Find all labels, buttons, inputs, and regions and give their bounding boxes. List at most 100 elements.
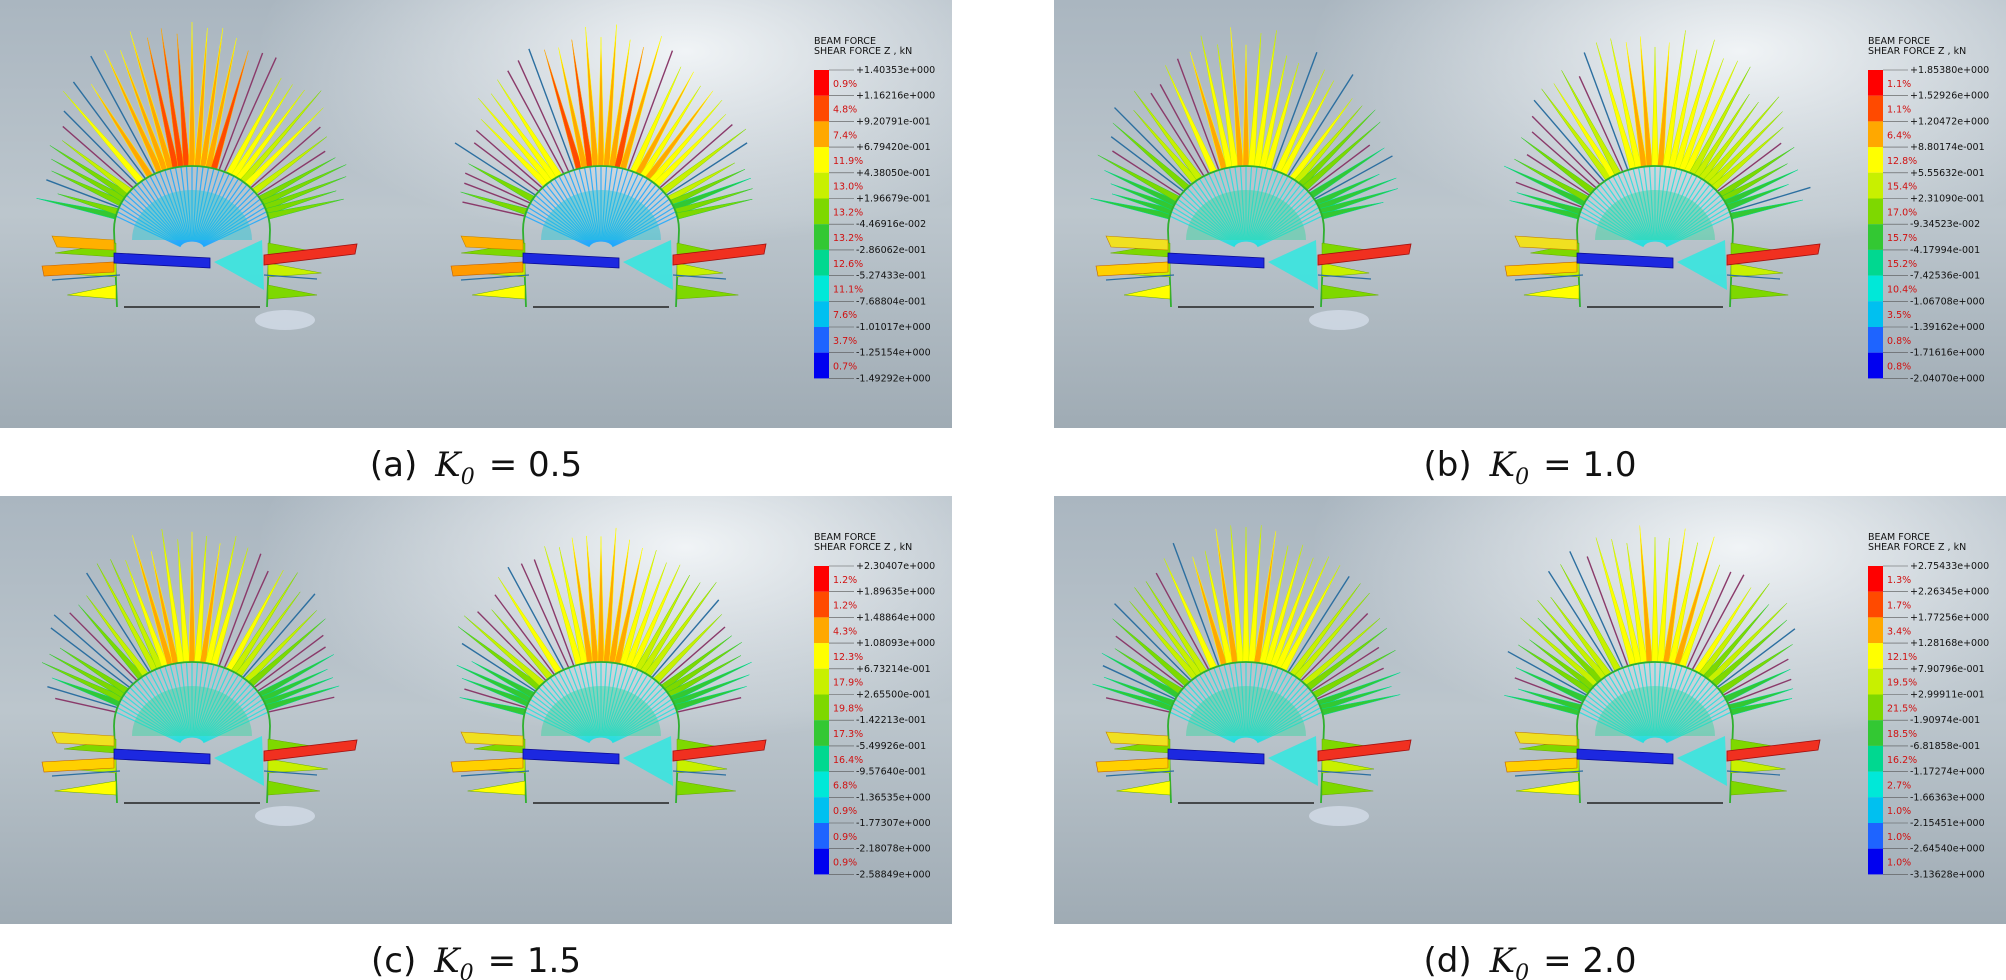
legend-band (814, 617, 829, 644)
inner-ray (529, 202, 591, 246)
inner-ray (594, 662, 601, 738)
force-ray (1159, 84, 1210, 175)
force-ray (223, 570, 269, 669)
force-ray (462, 201, 526, 217)
inner-ray (1612, 175, 1650, 243)
viewport-glow (1054, 496, 2006, 924)
inner-ray (525, 211, 591, 247)
inner-ray (1198, 674, 1240, 740)
force-ray (1112, 150, 1181, 196)
inner-ray (1579, 707, 1645, 743)
beam-red (1317, 739, 1412, 762)
force-ray (1547, 570, 1614, 673)
force-ray (477, 611, 547, 682)
force-ray (1287, 576, 1350, 673)
force-ray (1110, 136, 1185, 193)
tie-line (263, 770, 318, 776)
legend-band (1868, 848, 1883, 875)
inner-ray (123, 198, 183, 246)
inner-ray (607, 674, 649, 740)
inner-ray (195, 169, 220, 243)
inner-ray (538, 191, 593, 245)
legend-value: -1.25154e+000 (856, 348, 931, 359)
legend-band (1868, 668, 1883, 695)
inner-ray (563, 173, 596, 243)
inner-ray (1239, 166, 1246, 242)
beam-red (1317, 243, 1412, 266)
side-wedge (1321, 284, 1379, 300)
inner-ray (609, 687, 664, 741)
legend-band (1868, 95, 1883, 122)
legend-value: +6.73214e-001 (856, 664, 931, 675)
inner-ray (1248, 168, 1269, 243)
inner-ray (611, 707, 677, 743)
beam-red (672, 243, 767, 266)
force-ray (475, 129, 543, 189)
force-ray (533, 559, 575, 667)
inner-ray (1251, 175, 1289, 243)
force-ray (55, 697, 117, 713)
inner-ray (1174, 698, 1236, 742)
legend-value: +4.38050e-001 (856, 168, 931, 179)
force-ray (1300, 612, 1369, 682)
legend-band (1868, 352, 1883, 379)
force-ray (223, 57, 277, 173)
inner-ray (1656, 662, 1667, 738)
inner-ray (192, 662, 199, 738)
inner-ray (196, 171, 225, 243)
inner-ray (601, 166, 608, 242)
inner-ray (1583, 202, 1645, 246)
inner-ray (553, 178, 595, 244)
inner-ray (132, 683, 184, 741)
legend-band (1868, 301, 1883, 327)
inner-ray (1252, 178, 1294, 244)
inner-ray (1578, 215, 1644, 248)
legend-value: +2.26345e+000 (1910, 587, 1989, 598)
side-wedge (676, 758, 728, 774)
legend-band (814, 301, 829, 327)
fan-cyan (1268, 736, 1318, 786)
inner-ray (549, 181, 594, 244)
inner-ray (1251, 173, 1284, 243)
inner-ray (1170, 707, 1236, 743)
legend-band (1868, 745, 1883, 772)
side-wedge (676, 284, 739, 300)
legend-value: +6.79420e-001 (856, 142, 931, 153)
legend-title: BEAM FORCE (814, 532, 876, 543)
inner-ray (603, 664, 624, 739)
inner-ray (1223, 664, 1244, 739)
inner-ray (1246, 166, 1253, 242)
tie-line (1726, 274, 1781, 280)
inner-ray (1603, 181, 1648, 244)
inner-ray (612, 215, 678, 248)
legend-percent: 1.0% (1887, 806, 1911, 817)
inner-ray (198, 674, 240, 740)
inner-ray (195, 665, 220, 739)
inner-ray (193, 166, 204, 242)
force-ray (1313, 155, 1393, 200)
inner-ray (1664, 198, 1724, 246)
legend-value: -1.01017e+000 (856, 322, 931, 333)
beam-left-upper (1105, 731, 1169, 747)
inner-ray (1234, 166, 1245, 242)
inner-ray (1665, 698, 1727, 742)
legend-band (1868, 617, 1883, 644)
inner-ray (1643, 662, 1654, 738)
legend-band (814, 121, 829, 148)
force-ray (218, 553, 262, 667)
inner-ray (201, 694, 261, 742)
legend-percent: 17.0% (1887, 207, 1917, 218)
inner-ray (1223, 168, 1244, 243)
legend-value: -1.42213e-001 (856, 715, 926, 726)
tie-line (672, 274, 727, 280)
force-ray (1507, 650, 1588, 696)
inner-ray (154, 669, 187, 739)
inner-ray (1254, 687, 1309, 741)
legend-percent: 4.8% (833, 105, 857, 116)
inner-ray (1177, 198, 1237, 246)
force-ray (46, 179, 120, 208)
legend-percent: 0.9% (833, 79, 857, 90)
inner-ray (1656, 167, 1673, 242)
